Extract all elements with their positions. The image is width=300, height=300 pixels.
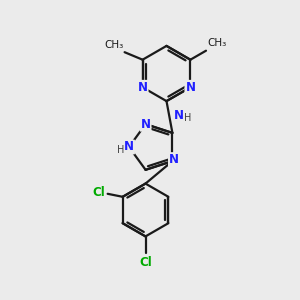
Text: Cl: Cl [139,256,152,269]
Text: Cl: Cl [92,186,105,199]
Text: N: N [141,118,151,131]
Text: N: N [169,153,179,166]
Text: N: N [174,109,184,122]
Text: N: N [124,140,134,154]
Text: H: H [117,145,124,155]
Text: N: N [138,81,148,94]
Text: CH₃: CH₃ [104,40,123,50]
Text: N: N [185,81,195,94]
Text: H: H [184,113,192,124]
Text: CH₃: CH₃ [207,38,226,48]
